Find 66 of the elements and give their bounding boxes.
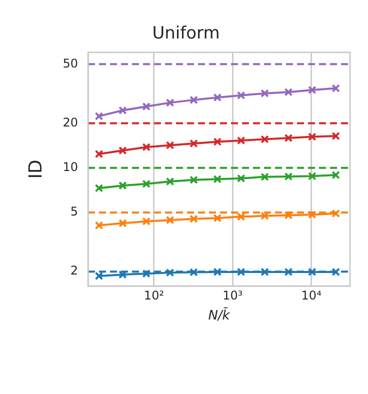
- point: [308, 210, 316, 219]
- point: [332, 209, 340, 218]
- point: [190, 214, 198, 224]
- point: [284, 268, 293, 276]
- point: [284, 172, 293, 181]
- point: [332, 132, 340, 140]
- point: [332, 268, 340, 276]
- point: [118, 181, 127, 190]
- point: [118, 270, 127, 279]
- point: [213, 268, 222, 276]
- point: [94, 272, 104, 280]
- point: [166, 177, 174, 186]
- point: [166, 216, 174, 224]
- point: [94, 112, 104, 120]
- point: [236, 174, 246, 183]
- x-axis-title: N/k̄: [208, 307, 230, 324]
- y-tick-label: 20: [62, 115, 78, 130]
- x-tick-label: 10³: [222, 288, 243, 302]
- point: [213, 174, 222, 184]
- point: [260, 268, 269, 276]
- point: [190, 176, 198, 184]
- point: [260, 89, 269, 98]
- y-tick-label: 2: [70, 264, 78, 278]
- point: [118, 219, 127, 228]
- point: [260, 172, 269, 182]
- point: [166, 268, 174, 277]
- point: [142, 102, 151, 111]
- point: [332, 84, 340, 92]
- point: [166, 141, 174, 150]
- y-tick-label: 50: [62, 56, 78, 70]
- point: [260, 135, 269, 144]
- point: [213, 214, 222, 222]
- point: [213, 93, 222, 102]
- y-axis-title: ID: [25, 160, 46, 179]
- point: [118, 106, 127, 115]
- y-tick-label: 10: [62, 160, 78, 174]
- point: [236, 212, 246, 221]
- point: [142, 217, 151, 226]
- point: [142, 142, 151, 152]
- point: [190, 268, 198, 276]
- point: [142, 180, 151, 188]
- point: [308, 172, 316, 180]
- point: [190, 139, 198, 148]
- point: [284, 134, 293, 142]
- point: [284, 211, 293, 220]
- point: [308, 86, 316, 94]
- point: [284, 88, 293, 96]
- point: [260, 212, 269, 220]
- point: [236, 268, 246, 276]
- point: [94, 184, 104, 192]
- point: [94, 150, 104, 158]
- point: [142, 269, 151, 278]
- point: [166, 98, 174, 107]
- chart-title: Uniform: [152, 24, 220, 44]
- point: [308, 132, 316, 141]
- point: [94, 221, 104, 230]
- point: [213, 138, 222, 146]
- x-tick-label: 10⁴: [301, 288, 322, 302]
- point: [118, 146, 127, 155]
- point: [332, 170, 340, 180]
- point: [236, 136, 246, 145]
- point: [190, 96, 198, 104]
- y-tick-label: 5: [70, 204, 78, 219]
- point: [308, 268, 316, 276]
- point: [236, 91, 246, 100]
- x-tick-label: 10²: [144, 288, 164, 302]
